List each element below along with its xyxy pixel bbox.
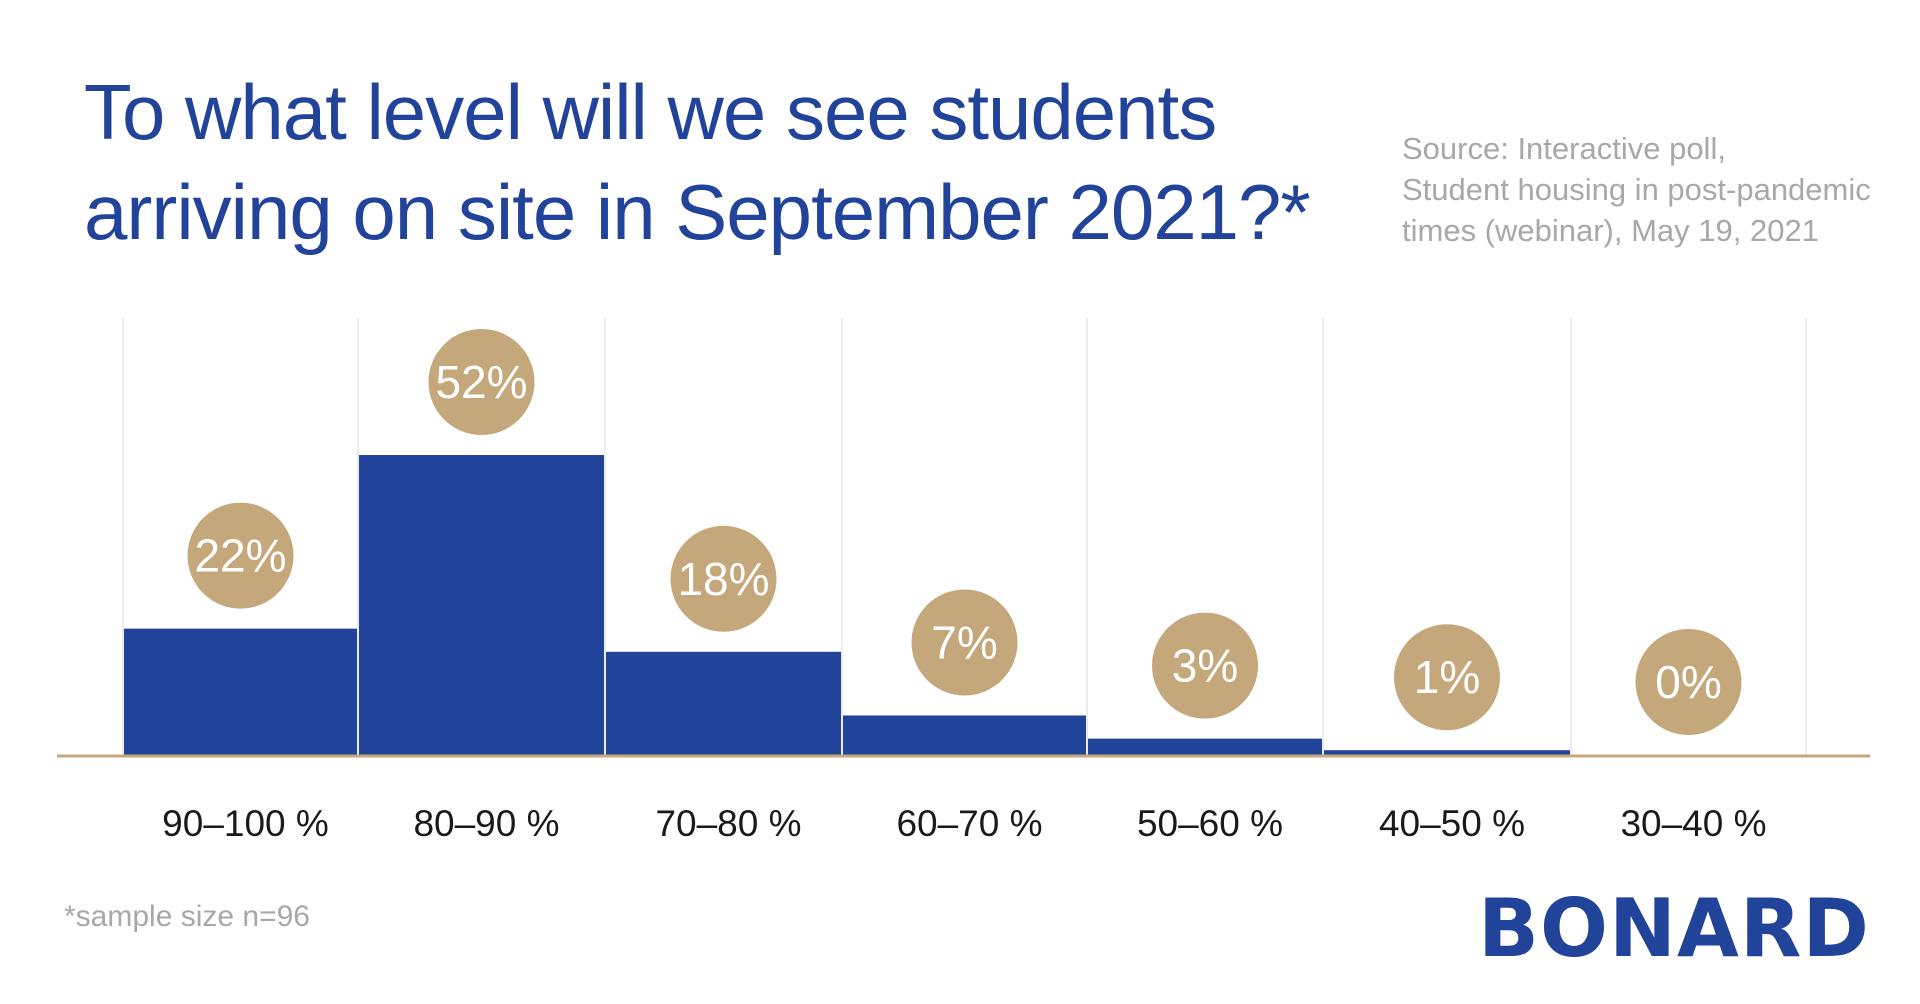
- data-label: 18%: [677, 553, 769, 605]
- data-label: 1%: [1414, 651, 1480, 703]
- bonard-logo: BONARD: [1478, 882, 1870, 975]
- category-label: 80–90 %: [413, 803, 559, 844]
- data-label: 0%: [1655, 656, 1721, 708]
- bar-1: [124, 628, 357, 756]
- bar-2: [359, 455, 604, 756]
- data-label-bubble: [1635, 629, 1742, 735]
- data-label-bubble: [911, 589, 1018, 696]
- chart-title-line-2: arriving on site in September 2021?*: [84, 168, 1311, 256]
- category-label: 70–80 %: [655, 803, 801, 844]
- sample-size-footnote: *sample size n=96: [64, 900, 310, 933]
- chart-title: To what level will we see students arriv…: [84, 62, 1384, 262]
- source-note: Source: Interactive poll, Student housin…: [1402, 128, 1902, 251]
- data-label-bubble: [428, 329, 535, 435]
- category-label: 50–60 %: [1137, 803, 1283, 844]
- source-line-2: Student housing in post-pandemic: [1402, 172, 1871, 207]
- data-label: 52%: [435, 356, 527, 408]
- data-label-bubble: [187, 502, 294, 609]
- source-line-1: Source: Interactive poll,: [1402, 131, 1726, 166]
- data-label: 7%: [931, 616, 997, 668]
- category-label: 90–100 %: [162, 803, 329, 844]
- category-label: 40–50 %: [1379, 803, 1525, 844]
- data-label-bubble: [670, 525, 777, 632]
- data-label: 3%: [1172, 640, 1238, 692]
- chart-title-line-1: To what level will we see students: [84, 68, 1217, 156]
- data-label-bubble: [1152, 612, 1258, 719]
- bar-6: [1324, 750, 1570, 756]
- data-label: 22%: [194, 530, 286, 582]
- bar-5: [1088, 738, 1322, 756]
- bar-4: [843, 715, 1086, 756]
- category-label: 60–70 %: [896, 803, 1042, 844]
- bar-3: [606, 651, 841, 756]
- category-label: 30–40 %: [1620, 803, 1766, 844]
- data-label-bubble: [1394, 624, 1500, 731]
- source-line-3: times (webinar), May 19, 2021: [1402, 213, 1819, 248]
